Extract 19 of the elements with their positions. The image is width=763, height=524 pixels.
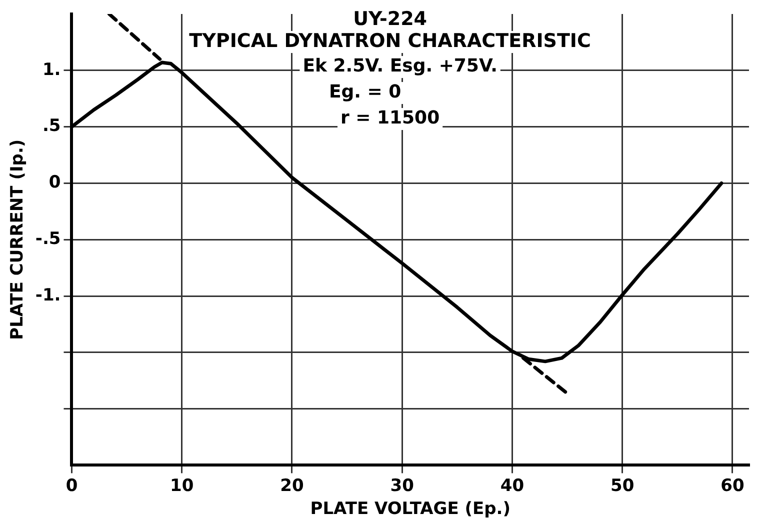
x-axis-title: PLATE VOLTAGE (Ep.) (310, 499, 511, 520)
x-tick-label: 10 (170, 476, 194, 496)
x-tick-label: 50 (610, 476, 634, 496)
annotation: Ek 2.5V. Esg. +75V. (302, 56, 498, 77)
x-tick-label: 0 (66, 476, 78, 496)
x-tick-label: 60 (720, 476, 744, 496)
text: TYPICAL DYNATRON CHARACTERISTIC (189, 30, 591, 52)
annotation: r = 11500 (340, 108, 440, 129)
y-axis-title: PLATE CURRENT (Ip.) (8, 139, 28, 340)
y-tick-label: .5 (42, 116, 61, 136)
x-tick-label: 20 (280, 476, 304, 496)
chart-title: UY-224 (353, 8, 428, 30)
y-tick-label: -1. (35, 285, 61, 306)
x-tick-label: 40 (500, 476, 524, 496)
y-tick-label: -.5 (35, 229, 61, 250)
y-tick-label: 0 (48, 172, 61, 193)
x-tick-label: 30 (390, 476, 414, 496)
annotation: Eg. = 0 (328, 82, 402, 103)
y-tick-label: 1. (42, 60, 61, 80)
